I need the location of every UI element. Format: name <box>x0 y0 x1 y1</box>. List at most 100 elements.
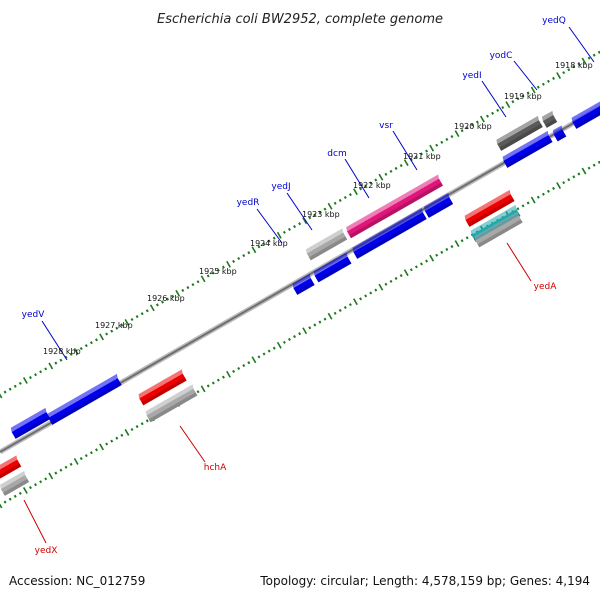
outer-tick <box>479 115 485 123</box>
inner-tick <box>79 456 83 461</box>
inner-tick <box>572 175 576 179</box>
outer-tick <box>200 275 206 283</box>
leader-hcha <box>179 425 206 463</box>
gene-vsr[interactable] <box>424 192 454 218</box>
gene-yedv[interactable] <box>47 373 122 425</box>
outer-tick <box>124 318 130 326</box>
outer-tick <box>592 53 596 57</box>
inner-tick <box>232 369 236 373</box>
gene-yodc[interactable] <box>541 110 558 128</box>
gene-label-yedj[interactable]: yedJ <box>271 182 290 192</box>
kbp-label: 1928 kbp <box>43 347 81 356</box>
kbp-label: 1923 kbp <box>302 210 340 219</box>
gene-yedx[interactable] <box>0 455 22 479</box>
outer-tick <box>541 82 545 86</box>
gene-hcha-b[interactable] <box>145 384 198 423</box>
outer-tick <box>384 172 388 176</box>
outer-tick <box>110 329 114 333</box>
inner-tick <box>293 335 296 339</box>
outer-tick <box>0 393 3 399</box>
inner-tick <box>521 204 525 208</box>
gene-yedq[interactable] <box>571 100 600 129</box>
outer-tick <box>460 129 464 133</box>
gene-yedr[interactable] <box>313 252 352 283</box>
label-leaders <box>23 26 595 544</box>
outer-tick <box>18 381 22 385</box>
inner-tick <box>34 483 38 487</box>
gene-yedi[interactable] <box>496 115 543 151</box>
outer-tick <box>572 65 576 69</box>
gene-label-vsr[interactable]: vsr <box>379 121 393 131</box>
outer-tick <box>287 227 291 231</box>
kbp-label: 1924 kbp <box>250 239 288 248</box>
outer-tick <box>364 184 368 188</box>
gene-yeda-c[interactable] <box>474 211 523 248</box>
outer-tick <box>486 114 489 118</box>
inner-tick <box>460 239 464 243</box>
inner-tick <box>450 244 454 249</box>
inner-tick <box>242 364 246 368</box>
outer-tick <box>196 280 200 284</box>
outer-tick <box>348 193 352 197</box>
outer-tick <box>226 260 231 268</box>
outer-tick <box>282 230 286 234</box>
gene-yodc-small[interactable] <box>552 125 567 142</box>
inner-tick <box>8 497 12 501</box>
gene-label-yeda[interactable]: yedA <box>534 282 558 292</box>
outer-tick <box>73 348 79 355</box>
outer-tick <box>552 76 555 80</box>
outer-tick <box>293 225 296 229</box>
inner-tick <box>99 443 104 451</box>
inner-tick <box>221 375 225 379</box>
outer-tick <box>587 56 591 60</box>
gene-label-yedv[interactable]: yedV <box>22 310 46 320</box>
gene-yedx-b[interactable] <box>0 470 30 496</box>
outer-tick <box>429 144 435 152</box>
gene-label-yedx[interactable]: yedX <box>35 546 58 556</box>
inner-tick <box>353 298 358 306</box>
outer-tick <box>333 201 337 205</box>
gene-yedv-b[interactable] <box>10 407 51 439</box>
outer-tick <box>140 312 144 316</box>
gene-label-yedq[interactable]: yedQ <box>542 16 566 26</box>
outer-tick <box>242 254 246 258</box>
gene-yedj[interactable] <box>305 228 348 261</box>
outer-tick <box>581 57 587 65</box>
inner-tick <box>59 468 63 472</box>
outer-tick <box>99 333 104 341</box>
outer-tick <box>64 355 68 359</box>
gene-yedi-b[interactable] <box>502 130 553 168</box>
gene-label-yodc[interactable]: yodC <box>490 51 513 61</box>
gene-dcm-b[interactable] <box>352 207 427 259</box>
outer-tick <box>343 195 347 200</box>
outer-tick <box>221 265 225 269</box>
outer-tick <box>511 100 515 104</box>
gene-dcm[interactable] <box>346 174 443 239</box>
inner-tick <box>556 182 562 189</box>
inner-tick <box>39 480 43 484</box>
outer-tick <box>171 294 175 298</box>
outer-tick <box>211 271 215 275</box>
inner-tick <box>145 419 149 423</box>
gene-label-yedi[interactable]: yedI <box>462 71 481 81</box>
gene-label-hcha[interactable]: hchA <box>204 463 227 473</box>
leader-vsr <box>392 130 418 171</box>
inner-tick <box>22 487 28 494</box>
outer-tick <box>516 97 520 101</box>
outer-tick <box>191 283 195 287</box>
gene-yedr-b[interactable] <box>292 273 315 295</box>
gene-hcha[interactable] <box>138 369 187 406</box>
outer-tick <box>359 187 363 191</box>
outer-tick <box>556 72 562 79</box>
inner-tick <box>206 384 210 388</box>
inner-tick <box>44 477 48 481</box>
gene-label-dcm[interactable]: dcm <box>327 149 346 159</box>
inner-tick <box>276 341 282 349</box>
genome-stats-text: Topology: circular; Length: 4,578,159 bp… <box>259 574 590 588</box>
gene-yeda[interactable] <box>464 189 515 227</box>
inner-tick <box>226 370 231 378</box>
inner-tick <box>536 195 540 199</box>
inner-tick <box>89 451 93 455</box>
gene-label-yedr[interactable]: yedR <box>237 198 260 208</box>
